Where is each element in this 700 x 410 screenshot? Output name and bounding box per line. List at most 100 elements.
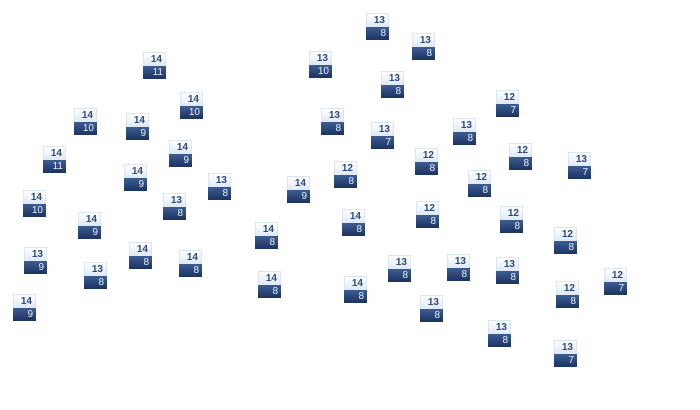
node-box[interactable]: 13 7 [371, 122, 394, 149]
node-bottom-value: 9 [287, 190, 310, 203]
node-top-value: 13 [163, 193, 186, 207]
node-bottom-value: 8 [556, 295, 579, 308]
node-box[interactable]: 13 7 [568, 152, 591, 179]
node-box[interactable]: 12 8 [556, 281, 579, 308]
node-bottom-value: 7 [554, 354, 577, 367]
node-bottom-value: 10 [309, 65, 332, 78]
node-bottom-value: 8 [416, 215, 439, 228]
node-top-value: 12 [554, 227, 577, 241]
node-box[interactable]: 12 8 [416, 201, 439, 228]
node-box[interactable]: 13 8 [496, 257, 519, 284]
node-top-value: 14 [255, 222, 278, 236]
node-box[interactable]: 12 8 [500, 206, 523, 233]
node-top-value: 12 [556, 281, 579, 295]
node-box[interactable]: 14 11 [143, 52, 166, 79]
node-top-value: 13 [453, 118, 476, 132]
node-box[interactable]: 13 8 [366, 13, 389, 40]
node-bottom-value: 9 [78, 226, 101, 239]
node-top-value: 13 [568, 152, 591, 166]
node-box[interactable]: 14 9 [169, 140, 192, 167]
node-box[interactable]: 13 8 [208, 173, 231, 200]
node-top-value: 14 [169, 140, 192, 154]
node-box[interactable]: 14 8 [129, 242, 152, 269]
node-bottom-value: 8 [258, 285, 281, 298]
node-box[interactable]: 14 9 [13, 294, 36, 321]
node-box[interactable]: 14 10 [23, 190, 46, 217]
node-box[interactable]: 12 8 [509, 143, 532, 170]
node-top-value: 14 [180, 92, 203, 106]
node-bottom-value: 8 [488, 334, 511, 347]
node-box[interactable]: 13 8 [488, 320, 511, 347]
node-box[interactable]: 13 8 [453, 118, 476, 145]
node-top-value: 13 [554, 340, 577, 354]
node-box[interactable]: 14 10 [74, 108, 97, 135]
node-box[interactable]: 12 8 [415, 148, 438, 175]
node-bottom-value: 11 [43, 160, 66, 173]
node-bottom-value: 8 [334, 175, 357, 188]
node-box[interactable]: 12 8 [334, 161, 357, 188]
node-bottom-value: 8 [412, 47, 435, 60]
node-bottom-value: 9 [24, 261, 47, 274]
node-box[interactable]: 13 8 [84, 262, 107, 289]
node-box[interactable]: 14 8 [255, 222, 278, 249]
node-box[interactable]: 14 8 [342, 209, 365, 236]
node-top-value: 12 [500, 206, 523, 220]
node-box[interactable]: 13 8 [447, 254, 470, 281]
node-bottom-value: 7 [568, 166, 591, 179]
node-top-value: 13 [388, 255, 411, 269]
node-box[interactable]: 12 7 [604, 268, 627, 295]
node-top-value: 14 [129, 242, 152, 256]
node-bottom-value: 10 [23, 204, 46, 217]
node-box[interactable]: 14 9 [126, 113, 149, 140]
node-bottom-value: 8 [554, 241, 577, 254]
node-box[interactable]: 13 8 [412, 33, 435, 60]
node-bottom-value: 8 [344, 290, 367, 303]
node-bottom-value: 8 [321, 122, 344, 135]
node-box[interactable]: 12 8 [468, 170, 491, 197]
node-box[interactable]: 13 8 [381, 71, 404, 98]
node-box[interactable]: 14 8 [179, 250, 202, 277]
node-top-value: 14 [287, 176, 310, 190]
node-box[interactable]: 14 11 [43, 146, 66, 173]
node-top-value: 13 [412, 33, 435, 47]
node-box[interactable]: 13 8 [321, 108, 344, 135]
node-top-value: 14 [124, 164, 147, 178]
node-box[interactable]: 14 10 [180, 92, 203, 119]
node-bottom-value: 8 [381, 85, 404, 98]
node-bottom-value: 10 [180, 106, 203, 119]
node-top-value: 13 [366, 13, 389, 27]
node-box[interactable]: 14 9 [78, 212, 101, 239]
node-top-value: 13 [496, 257, 519, 271]
node-bottom-value: 8 [84, 276, 107, 289]
node-top-value: 12 [468, 170, 491, 184]
node-bottom-value: 9 [13, 308, 36, 321]
node-box[interactable]: 13 8 [420, 295, 443, 322]
node-top-value: 13 [309, 51, 332, 65]
node-box[interactable]: 13 8 [163, 193, 186, 220]
node-box[interactable]: 13 8 [388, 255, 411, 282]
node-top-value: 12 [604, 268, 627, 282]
node-top-value: 14 [43, 146, 66, 160]
node-top-value: 13 [371, 122, 394, 136]
node-bottom-value: 8 [420, 309, 443, 322]
node-box[interactable]: 12 8 [554, 227, 577, 254]
node-box[interactable]: 14 8 [344, 276, 367, 303]
node-top-value: 14 [258, 271, 281, 285]
node-box[interactable]: 13 10 [309, 51, 332, 78]
node-top-value: 13 [208, 173, 231, 187]
node-top-value: 12 [415, 148, 438, 162]
node-box[interactable]: 14 9 [124, 164, 147, 191]
node-bottom-value: 8 [415, 162, 438, 175]
node-bottom-value: 8 [129, 256, 152, 269]
node-box[interactable]: 14 8 [258, 271, 281, 298]
node-bottom-value: 10 [74, 122, 97, 135]
node-bottom-value: 9 [126, 127, 149, 140]
node-box[interactable]: 13 9 [24, 247, 47, 274]
node-box[interactable]: 13 7 [554, 340, 577, 367]
node-box[interactable]: 14 9 [287, 176, 310, 203]
node-top-value: 14 [13, 294, 36, 308]
node-top-value: 14 [344, 276, 367, 290]
node-box[interactable]: 12 7 [496, 90, 519, 117]
node-top-value: 12 [496, 90, 519, 104]
node-bottom-value: 8 [509, 157, 532, 170]
